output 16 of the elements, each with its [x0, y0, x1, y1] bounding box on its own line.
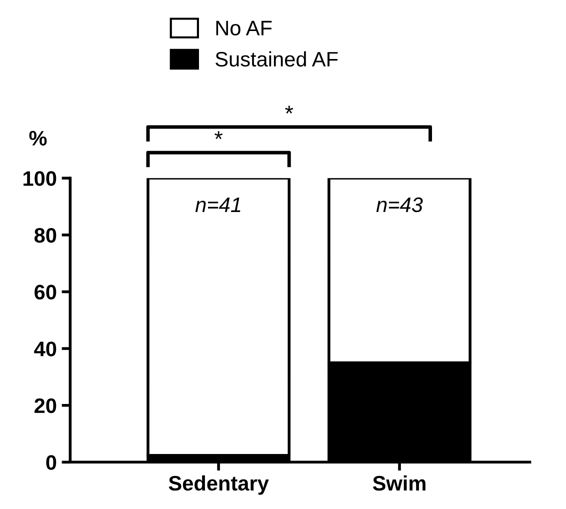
bar — [146, 178, 291, 457]
y-tick-label: 0 — [46, 455, 56, 470]
y-tick-label: 100 — [24, 171, 56, 186]
text: * — [214, 131, 223, 140]
annotation: n=43 — [376, 197, 423, 212]
legend-label: Sustained AF — [216, 51, 338, 67]
y-tick-label: 80 — [34, 228, 56, 243]
x-tick-label: Sedentary — [168, 475, 269, 495]
y-tick-label: 20 — [34, 398, 56, 414]
y-tick-label: 60 — [34, 284, 56, 300]
y-axis-title: % — [29, 130, 47, 146]
legend-label: No AF — [216, 20, 272, 36]
annotation: n=41 — [195, 198, 240, 212]
x-tick-label: Swim — [372, 475, 426, 491]
text: * — [285, 106, 294, 114]
y-tick-label: 40 — [34, 342, 56, 356]
